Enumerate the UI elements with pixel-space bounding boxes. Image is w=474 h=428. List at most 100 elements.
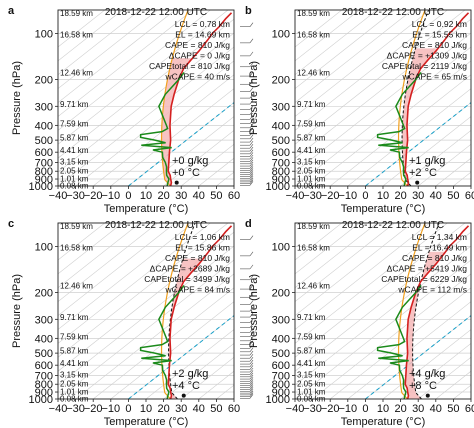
y-tick-label: 800	[35, 166, 53, 178]
panel-title: 2018-12-22 12:00 UTC	[342, 7, 444, 18]
x-tick-label: 30	[175, 403, 187, 415]
height-label: 1.01 km	[60, 387, 89, 396]
wind-barb-flag	[249, 372, 254, 377]
x-tick-label: 50	[447, 190, 459, 202]
height-label: 4.41 km	[60, 146, 89, 155]
wind-barb-flag	[249, 141, 254, 146]
panel-letter: c	[8, 218, 14, 230]
base-parcel-line	[397, 223, 426, 399]
y-tick-label: 600	[35, 360, 53, 372]
panel-plot-area	[295, 10, 471, 186]
stat-line: wCAPE = 84 m/s	[165, 285, 230, 295]
perturbed-parcel-line	[168, 223, 196, 399]
wind-barb-flag	[249, 170, 254, 175]
panel-plot-area	[295, 223, 471, 399]
isotherm-gridline	[400, 130, 471, 186]
height-label: 5.87 km	[297, 133, 326, 142]
panel-title: 2018-12-22 12:00 UTC	[342, 220, 444, 231]
wind-barb-flag	[249, 177, 254, 183]
isotherm-gridline	[58, 10, 193, 117]
height-label: 7.59 km	[297, 333, 326, 342]
wind-barb-flag	[249, 357, 254, 362]
y-tick-label: 600	[272, 360, 290, 372]
dewpoint-profile	[139, 285, 185, 399]
isotherm-gridline	[295, 10, 378, 76]
wind-barb-flag	[249, 80, 254, 85]
isotherm-gridline	[347, 88, 471, 186]
isotherm-gridline	[58, 10, 105, 48]
height-label: 9.71 km	[60, 313, 89, 322]
isotherm-gridline	[163, 343, 234, 399]
y-tick-label: 200	[35, 287, 53, 299]
x-tick-label: −10	[338, 403, 357, 415]
isotherm-gridline	[58, 223, 176, 316]
wind-barb-flag	[249, 131, 254, 136]
wind-barb-flag	[249, 362, 254, 368]
height-label: 16.58 km	[60, 30, 93, 39]
isotherm-gridline	[295, 10, 395, 90]
height-label: 9.71 km	[297, 100, 326, 109]
temperature-profile	[404, 12, 470, 186]
isotherm-gridline	[295, 10, 360, 62]
x-tick-label: −10	[101, 403, 120, 415]
isotherm-gridline	[330, 287, 471, 399]
y-tick-label: 600	[35, 147, 53, 159]
y-tick-label: 1000	[266, 181, 290, 193]
isotherm-gridline	[295, 259, 471, 399]
height-label: 18.59 km	[60, 9, 93, 18]
wind-barb-flag	[249, 392, 254, 397]
wind-barb-flag	[249, 105, 254, 110]
x-tick-label: 20	[394, 190, 406, 202]
perturbation-label: +4 g/kg	[409, 368, 445, 380]
wind-barb-flag	[249, 383, 254, 388]
y-tick-label: 800	[272, 379, 290, 391]
wind-barb-flag	[249, 340, 254, 345]
x-tick-label: −20	[84, 190, 103, 202]
isotherm-gridline	[295, 223, 378, 289]
stat-line: LCL = 0.92 km	[412, 19, 467, 29]
perturbation-label: +0 °C	[172, 167, 200, 179]
panel-plot-area	[58, 223, 234, 399]
x-tick-label: −10	[338, 190, 357, 202]
isotherm-gridline	[58, 10, 123, 62]
base-parcel-line	[160, 10, 189, 186]
x-tick-label: −30	[66, 403, 85, 415]
y-tick-label: 800	[35, 379, 53, 391]
x-tick-label: 30	[412, 403, 424, 415]
x-axis-label: Temperature (°C)	[341, 416, 425, 428]
x-tick-label: 50	[447, 403, 459, 415]
perturbation-label: +2 g/kg	[172, 368, 208, 380]
y-tick-label: 900	[272, 174, 290, 186]
y-tick-label: 100	[35, 29, 53, 41]
isotherm-gridline	[128, 315, 234, 399]
x-tick-label: −10	[101, 190, 120, 202]
wind-barb-flag	[249, 387, 254, 392]
surface-marker	[415, 180, 420, 185]
wind-barb-flag	[249, 152, 254, 157]
stat-line: CAPEtotal = 3499 J/kg	[144, 274, 230, 284]
wind-barb-flag	[249, 159, 254, 164]
y-axis-label: Pressure (hPa)	[248, 61, 260, 135]
x-tick-label: 40	[193, 190, 205, 202]
stat-line: LCL = 0.78 km	[175, 19, 230, 29]
surface-marker	[174, 180, 179, 185]
wind-barb-flag	[249, 344, 254, 349]
stat-line: ΔCAPE = +1309 J/kg	[387, 51, 468, 61]
wind-barb-flag	[249, 144, 254, 149]
height-label: 3.15 km	[297, 157, 326, 166]
y-tick-label: 200	[35, 74, 53, 86]
stat-line: ΔCAPE = 0 J/kg	[169, 51, 230, 61]
y-tick-label: 300	[35, 101, 53, 113]
x-tick-label: 0	[125, 403, 131, 415]
panel-title: 2018-12-22 12:00 UTC	[105, 7, 207, 18]
wind-barb-flag	[249, 388, 254, 394]
x-tick-label: −40	[286, 403, 305, 415]
wind-barb-flag	[249, 390, 254, 396]
isotherm-gridline	[145, 116, 234, 186]
isotherm-gridline	[58, 245, 234, 386]
x-tick-label: −20	[321, 190, 340, 202]
x-tick-label: 40	[430, 403, 442, 415]
y-tick-label: 500	[35, 135, 53, 147]
x-tick-label: 20	[157, 190, 169, 202]
isotherm-gridline	[295, 245, 471, 386]
